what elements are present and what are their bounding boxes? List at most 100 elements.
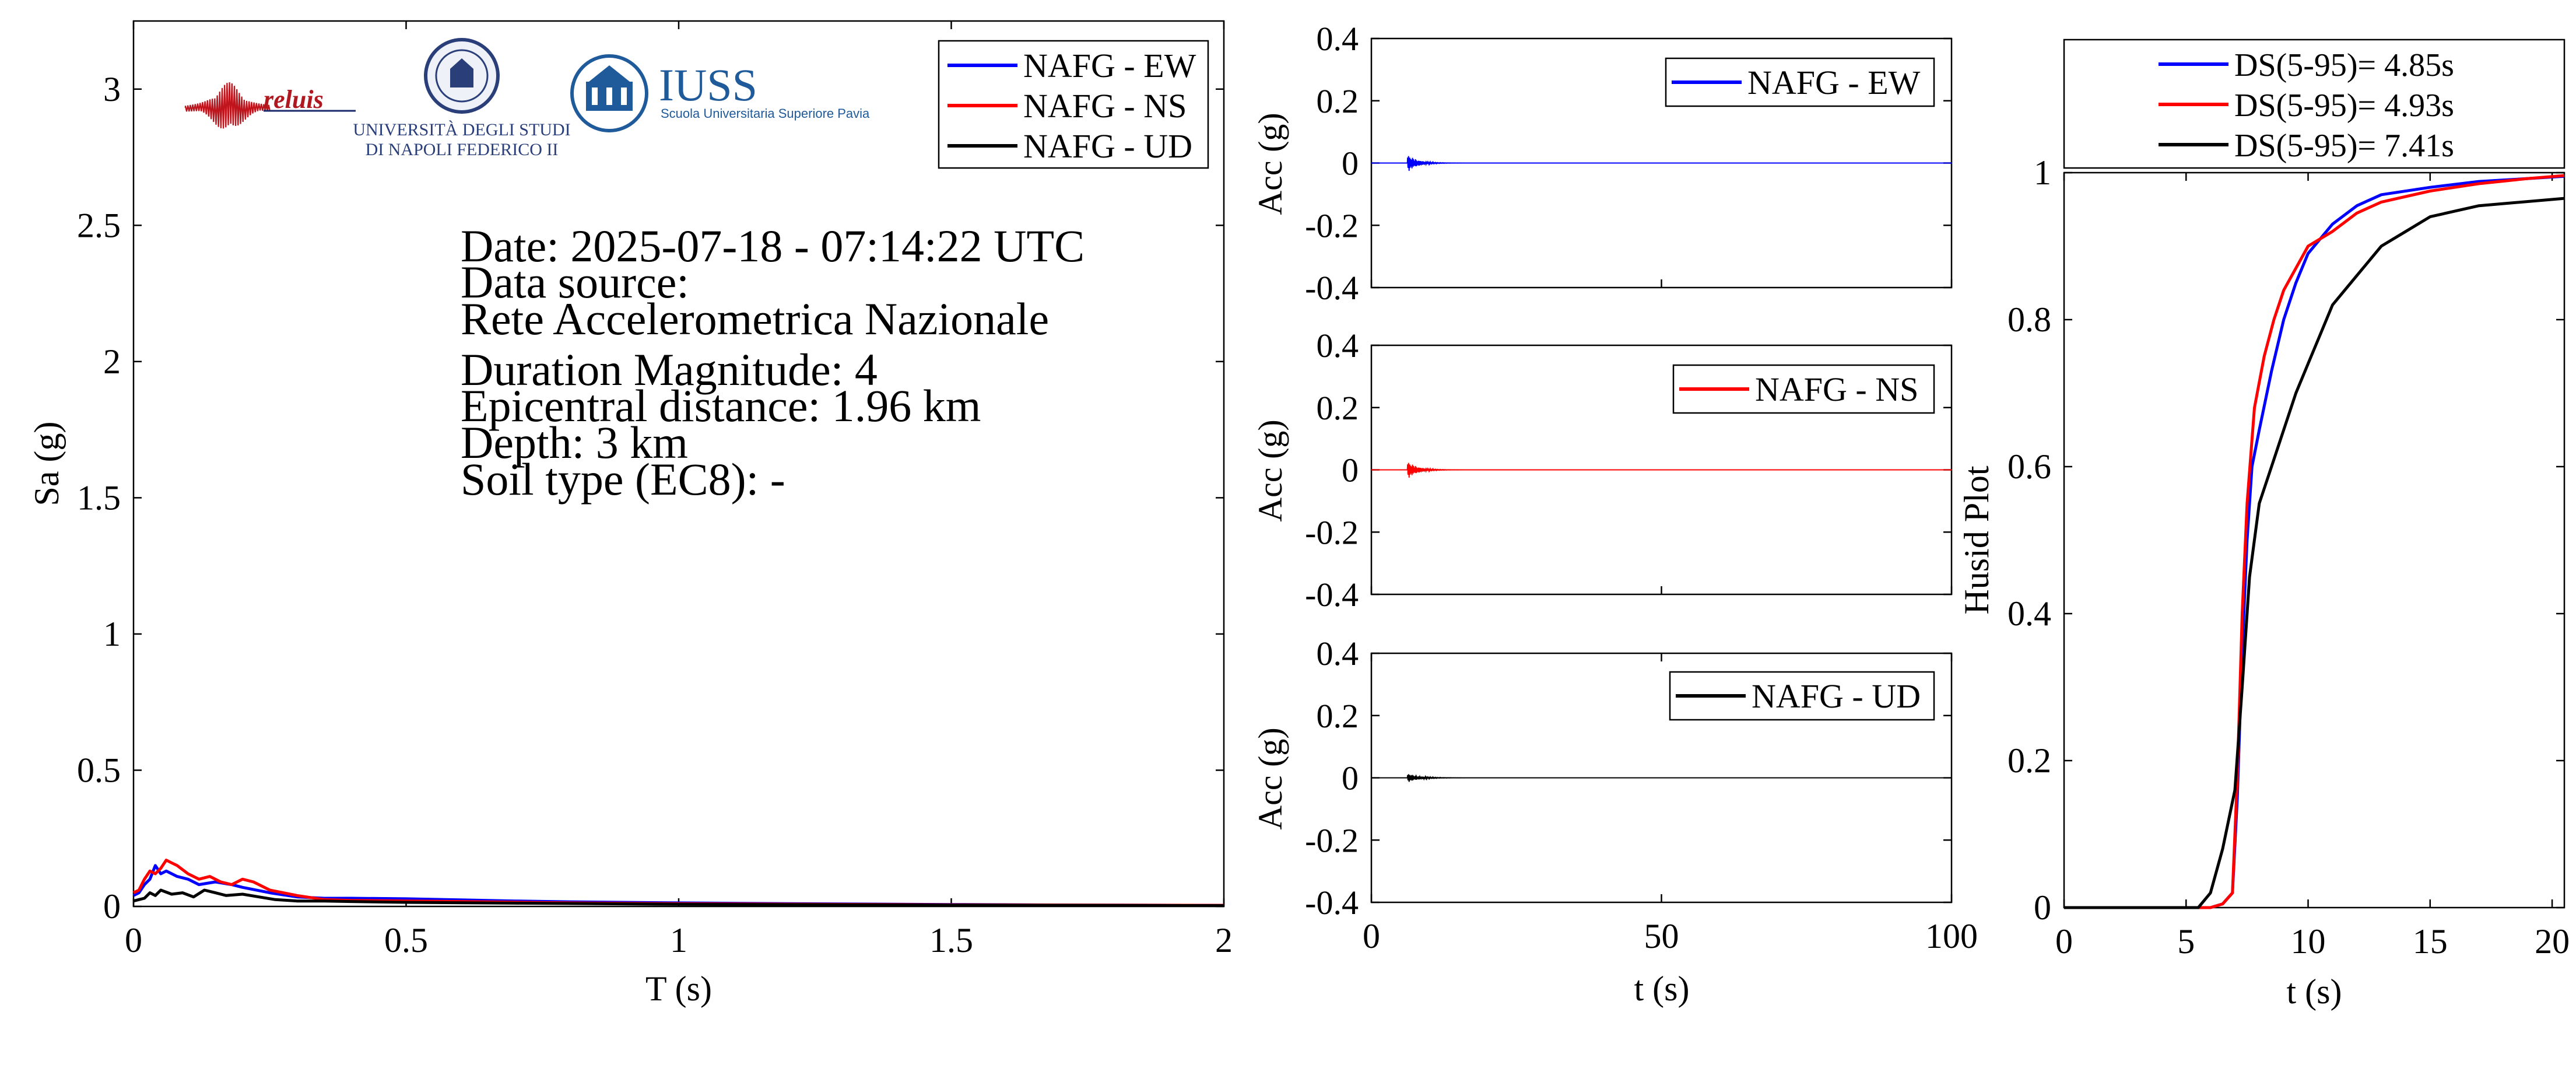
accelerogram-ns-panel: 0.4 0.2 0 -0.2 -0.4 Acc (g) NAFG - NS	[1251, 327, 1953, 614]
accelerogram-ud-panel: 0 50 100 0.4 0.2 0 -0.2 -0.4 Acc (g) t (s) NAFG…	[1251, 635, 1978, 1008]
event-source-label: Data source:	[461, 257, 689, 307]
husid-y-tick-label: 0.4	[2008, 594, 2051, 633]
husid-series-ud-line	[2064, 197, 2565, 909]
accelerogram-ew-panel: 0.4 0.2 0 -0.2 -0.4 Acc (g) NAFG - EW	[1251, 20, 1953, 307]
accelerogram-ew-legend-label: NAFG - EW	[1747, 64, 1921, 101]
reluis-seismogram-icon	[184, 82, 271, 129]
accelerogram-ew-y-tick-label: 0.4	[1317, 20, 1359, 58]
husid-x-tick-label: 0	[2055, 922, 2073, 961]
husid-x-axis-label: t (s)	[2287, 972, 2342, 1011]
husid-x-tick-label: 10	[2291, 922, 2326, 961]
spectrum-series-ud-line	[133, 888, 1224, 908]
event-distance: Epicentral distance: 1.96 km	[461, 380, 981, 431]
unina-logo: UNIVERSITÀ DEGLI STUDI DI NAPOLI FEDERIC…	[353, 38, 571, 159]
husid-y-tick-label: 0.2	[2008, 741, 2051, 780]
event-source: Rete Accelerometrica Nazionale	[461, 293, 1049, 344]
spectrum-axes: 0 0.5 1 1.5 2 0 0.5 1 1.5 2 2.5 3	[77, 21, 1233, 960]
accelerogram-ew-marks: 0.4 0.2 0 -0.2 -0.4	[1305, 20, 1953, 307]
accelerogram-ud-legend-label: NAFG - UD	[1752, 677, 1921, 715]
accelerogram-ew-y-axis-label: Acc (g)	[1251, 113, 1289, 215]
spectrum-x-tick-label: 0.5	[384, 921, 428, 960]
reluis-logo-text: reluis	[264, 85, 324, 114]
accelerogram-ns-trace	[1371, 463, 1952, 478]
accelerogram-ud-y-axis-label: Acc (g)	[1251, 727, 1289, 830]
husid-plot-area	[2063, 171, 2566, 909]
accelerogram-ew-y-tick-label: 0.2	[1317, 82, 1359, 120]
accelerogram-ns-y-tick-label: -0.2	[1305, 513, 1359, 551]
accelerogram-ud-y-tick-label: 0	[1342, 759, 1359, 797]
iuss-logo: IUSS Scuola Universitaria Superiore Pavi…	[570, 54, 870, 132]
husid-y-axis-label: Husid Plot	[1957, 465, 1996, 614]
accelerogram-ud-trace	[1371, 774, 1952, 782]
spectrum-y-tick-label: 0.5	[77, 751, 121, 789]
accelerogram-ew-y-tick-label: 0	[1342, 145, 1359, 183]
spectrum-x-tick-label: 1.5	[929, 921, 973, 960]
iuss-logo-text: IUSS	[659, 59, 757, 110]
legend-ew-label: NAFG - EW	[1023, 47, 1196, 85]
accelerogram-ew-legend: NAFG - EW	[1665, 57, 1935, 107]
spectrum-y-tick-label: 0	[103, 887, 121, 926]
accelerogram-ud-x-tick-label: 50	[1644, 917, 1679, 955]
event-soil-type: Soil type (EC8): -	[461, 454, 785, 505]
accelerogram-ew-y-tick-label: -0.4	[1305, 269, 1359, 307]
accelerogram-ns-y-tick-label: 0.4	[1317, 327, 1359, 365]
event-date: Date: 2025-07-18 - 07:14:22 UTC	[461, 220, 1085, 271]
spectrum-series	[132, 859, 1224, 908]
husid-legend: DS(5-95)= 4.85s DS(5-95)= 4.93s DS(5-95)…	[2063, 38, 2566, 169]
spectrum-y-tick-label: 2.5	[77, 206, 121, 244]
husid-y-tick-label: 0	[2034, 888, 2051, 927]
seismogram-trace	[184, 82, 271, 129]
spectrum-y-tick-label: 3	[103, 70, 121, 108]
husid-series-ns-line	[2064, 174, 2565, 909]
event-depth: Depth: 3 km	[461, 417, 688, 468]
husid-x-tick-label: 15	[2413, 922, 2448, 961]
spectrum-x-tick-label: 1	[670, 921, 687, 960]
husid-legend-label-3: DS(5-95)= 7.41s	[2234, 128, 2454, 164]
spectrum-legend: NAFG - EW NAFG - NS NAFG - UD	[938, 40, 1209, 169]
accelerogram-ud-marks: 0 50 100 0.4 0.2 0 -0.2 -0.4	[1305, 635, 1978, 955]
spectrum-x-axis-label: T (s)	[645, 969, 712, 1008]
iuss-logo-subtitle: Scuola Universitaria Superiore Pavia	[661, 106, 870, 121]
spectrum-y-axis-label: Sa (g)	[27, 422, 66, 506]
accelerogram-ns-y-tick-label: 0.2	[1317, 389, 1359, 427]
husid-axes: 0 5 10 15 20 0 0.2 0.4 0.6 0.8 1	[2008, 153, 2570, 961]
spectrum-panel: 0 0.5 1 1.5 2 0 0.5 1 1.5 2 2.5 3 T (s) Sa (g) relu…	[27, 20, 1233, 1008]
accelerogram-ud-y-tick-label: -0.4	[1305, 884, 1359, 922]
accelerogram-ud-y-tick-label: 0.4	[1317, 635, 1359, 673]
husid-legend-label-2: DS(5-95)= 4.93s	[2234, 87, 2454, 124]
accelerogram-ud-legend: NAFG - UD	[1669, 671, 1935, 721]
accelerogram-ud-y-tick-label: -0.2	[1305, 821, 1359, 859]
accelerogram-ud-x-tick-label: 100	[1925, 917, 1978, 955]
accelerogram-x-axis-label: t (s)	[1634, 969, 1690, 1008]
event-info: Date: 2025-07-18 - 07:14:22 UTC Data sou…	[461, 220, 1085, 505]
accelerogram-ns-y-tick-label: 0	[1342, 451, 1359, 489]
husid-y-tick-label: 1	[2034, 153, 2051, 192]
unina-logo-line1: UNIVERSITÀ DEGLI STUDI	[353, 120, 570, 139]
legend-ud-label: NAFG - UD	[1023, 127, 1192, 165]
husid-y-tick-label: 0.8	[2008, 300, 2051, 339]
accelerogram-ew-y-tick-label: -0.2	[1305, 206, 1359, 244]
reluis-logo: reluis	[184, 82, 356, 129]
spectrum-y-tick-label: 1	[103, 615, 121, 653]
husid-x-tick-label: 5	[2177, 922, 2195, 961]
unina-logo-line2: DI NAPOLI FEDERICO II	[366, 140, 559, 159]
accelerogram-ns-y-axis-label: Acc (g)	[1251, 419, 1289, 522]
event-magnitude: Duration Magnitude: 4	[461, 344, 878, 395]
accelerogram-ns-legend: NAFG - NS	[1672, 364, 1935, 414]
accelerogram-ud-x-tick-label: 0	[1363, 917, 1380, 955]
spectrum-y-tick-label: 1.5	[77, 478, 121, 517]
husid-series	[2064, 174, 2565, 909]
accelerogram-ns-marks: 0.4 0.2 0 -0.2 -0.4	[1305, 327, 1953, 614]
husid-legend-label-1: DS(5-95)= 4.85s	[2234, 47, 2454, 83]
spectrum-y-tick-label: 2	[103, 342, 121, 381]
accelerogram-ud-y-tick-label: 0.2	[1317, 697, 1359, 735]
accelerogram-ns-legend-label: NAFG - NS	[1755, 370, 1918, 408]
husid-y-tick-label: 0.6	[2008, 447, 2051, 486]
legend-ns-label: NAFG - NS	[1023, 87, 1187, 125]
spectrum-x-tick-label: 2	[1215, 921, 1233, 960]
husid-x-tick-label: 20	[2535, 922, 2570, 961]
accelerogram-ns-y-tick-label: -0.4	[1305, 576, 1359, 614]
spectrum-x-tick-label: 0	[125, 921, 142, 960]
